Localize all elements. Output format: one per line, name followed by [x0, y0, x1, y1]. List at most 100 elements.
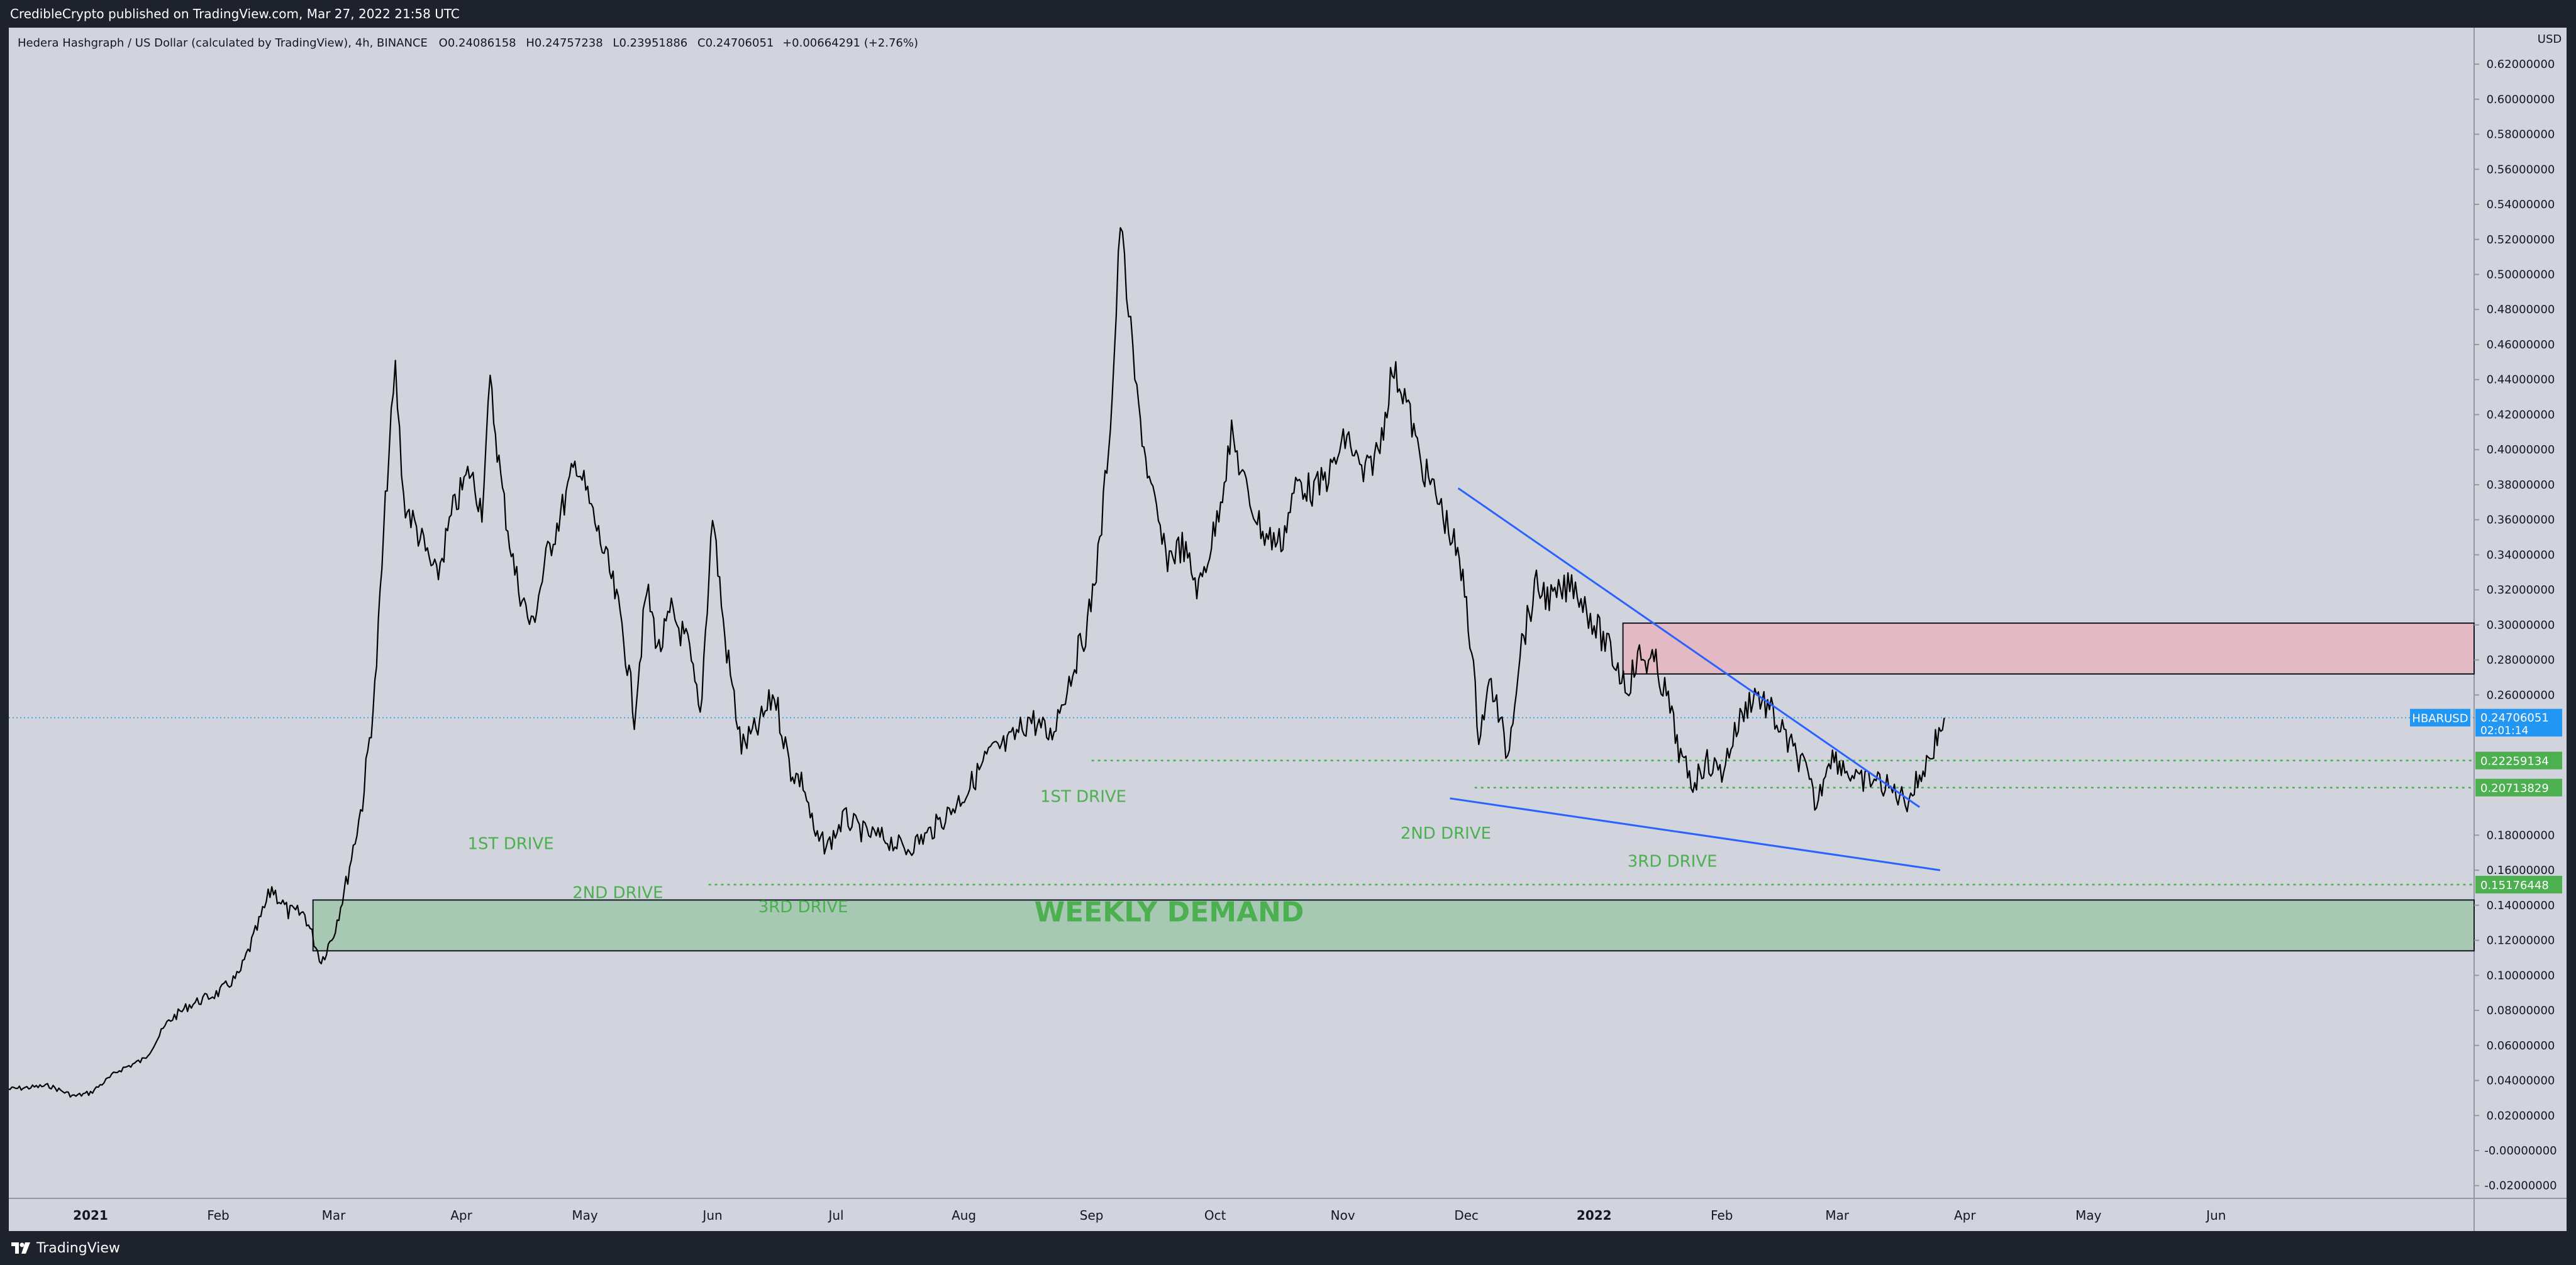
price-tick-label: 0.44000000	[2487, 373, 2555, 387]
level-price-value: 0.15176448	[2480, 879, 2549, 892]
price-tick-label: 0.26000000	[2487, 688, 2555, 702]
drive-label: 1ST DRIVE	[468, 835, 554, 854]
level-price-value: 0.22259134	[2480, 755, 2549, 768]
chart-legend: Hedera Hashgraph / US Dollar (calculated…	[18, 36, 918, 50]
price-tick-label: 0.16000000	[2487, 864, 2555, 877]
time-tick-label: Apr	[1954, 1208, 1976, 1223]
level-price-value: 0.20713829	[2480, 782, 2549, 795]
price-axis-background	[2474, 28, 2567, 1231]
time-tick-label: 2021	[73, 1208, 108, 1223]
publisher-bar: CredibleCrypto published on TradingView.…	[0, 0, 2576, 28]
time-tick-label: Dec	[1454, 1208, 1479, 1223]
price-tick-label: 0.50000000	[2487, 268, 2555, 282]
price-tick-label: 0.12000000	[2487, 934, 2555, 947]
drive-label: 2ND DRIVE	[572, 884, 663, 903]
price-tick-label: 0.42000000	[2487, 408, 2555, 421]
symbol-tag-badge	[2410, 709, 2470, 727]
drive-label: 2ND DRIVE	[1401, 824, 1491, 843]
time-tick-label: Jun	[2205, 1208, 2226, 1223]
weekly-demand-zone	[312, 899, 2475, 952]
drive-label: 1ST DRIVE	[1040, 787, 1126, 806]
price-tick-label: 0.52000000	[2487, 233, 2555, 246]
price-tick-label: -0.00000000	[2484, 1144, 2557, 1157]
time-tick-label: Feb	[1711, 1208, 1733, 1223]
legend-high-label: H	[526, 36, 535, 50]
legend-close-label: C	[697, 36, 706, 50]
legend-high-value: 0.24757238	[535, 36, 603, 50]
price-tick-label: 0.30000000	[2487, 619, 2555, 632]
price-tick-label: -0.02000000	[2484, 1179, 2557, 1193]
upper-trendline	[1457, 487, 1921, 808]
price-tick-label: 0.04000000	[2487, 1074, 2555, 1088]
published-line: CredibleCrypto published on TradingView.…	[10, 6, 460, 21]
time-tick-label: May	[2075, 1208, 2102, 1223]
price-tick-label: 0.18000000	[2487, 829, 2555, 842]
time-tick-label: Jul	[827, 1208, 843, 1223]
plot-background	[9, 28, 2474, 1198]
price-axis[interactable]: 0.62000000 0.60000000 0.58000000 0.56000000…	[2474, 58, 2557, 1193]
level-price-badge	[2475, 751, 2562, 770]
time-tick-label: Feb	[207, 1208, 229, 1223]
time-tick-label: Nov	[1331, 1208, 1355, 1223]
supply-zone	[1622, 622, 2475, 675]
price-tick-label: 0.58000000	[2487, 128, 2555, 141]
tradingview-logo-icon	[11, 1242, 30, 1254]
price-tick-label: 0.32000000	[2487, 583, 2555, 597]
level-price-badge	[2475, 778, 2562, 797]
price-tick-label: 0.06000000	[2487, 1039, 2555, 1052]
time-tick-label: May	[572, 1208, 598, 1223]
drive-label: 3RD DRIVE	[758, 898, 848, 917]
zones-layer: WEEKLY DEMAND	[312, 622, 2475, 952]
price-tick-label: 0.10000000	[2487, 969, 2555, 982]
legend-open-label: O	[439, 36, 448, 50]
symbol-tag: HBARUSD	[2412, 712, 2468, 725]
time-tick-label: Apr	[450, 1208, 472, 1223]
price-series	[9, 227, 1945, 1098]
time-tick-label: Mar	[1825, 1208, 1850, 1223]
drive-label: 3RD DRIVE	[1628, 853, 1718, 871]
price-tick-label: 0.02000000	[2487, 1109, 2555, 1122]
time-tick-label: Aug	[952, 1208, 976, 1223]
footer-bar: TradingView	[0, 1231, 2576, 1265]
price-tick-label: 0.08000000	[2487, 1004, 2555, 1017]
tradingview-brand[interactable]: TradingView	[10, 1239, 120, 1257]
level-price-badge	[2475, 876, 2562, 894]
price-tick-label: 0.60000000	[2487, 93, 2555, 106]
price-chart[interactable]: WEEKLY DEMAND 1ST DRIVE 2ND DRIVE 3RD DRIV…	[9, 28, 2567, 1231]
time-axis-background	[9, 1198, 2474, 1231]
weekly-demand-label: WEEKLY DEMAND	[1035, 896, 1304, 928]
price-tick-label: 0.48000000	[2487, 303, 2555, 316]
time-tick-label: Sep	[1080, 1208, 1104, 1223]
price-axis-unit: USD	[2538, 33, 2562, 46]
price-tick-label: 0.38000000	[2487, 478, 2555, 492]
price-tick-label: 0.56000000	[2487, 163, 2555, 176]
price-tick-label: 0.14000000	[2487, 899, 2555, 912]
time-tick-label: Jun	[701, 1208, 722, 1223]
time-tick-label: Mar	[322, 1208, 347, 1223]
price-candles	[9, 227, 1945, 1098]
annotations-layer: 1ST DRIVE 2ND DRIVE 3RD DRIVE 1ST DRIVE 2ND …	[468, 787, 1718, 917]
price-tick-label: 0.54000000	[2487, 198, 2555, 211]
price-tick-label: 0.36000000	[2487, 514, 2555, 527]
time-tick-label: 2022	[1577, 1208, 1612, 1223]
current-price-value: 0.24706051	[2480, 711, 2549, 724]
legend-symbol-name: Hedera Hashgraph / US Dollar (calculated…	[18, 36, 428, 50]
candle-countdown: 02:01:14	[2480, 724, 2528, 737]
price-tick-label: 0.28000000	[2487, 654, 2555, 667]
price-tick-label: 0.40000000	[2487, 443, 2555, 456]
price-tick-label: 0.62000000	[2487, 58, 2555, 71]
trendlines-layer	[1450, 487, 1941, 871]
legend-close-value: 0.24706051	[706, 36, 774, 50]
price-tick-label: 0.46000000	[2487, 338, 2555, 351]
current-price-badge	[2475, 709, 2562, 737]
legend-low-label: L	[613, 36, 619, 50]
legend-change: +0.00664291 (+2.76%)	[782, 36, 918, 50]
time-axis[interactable]: 2021 Feb Mar Apr May Jun Jul Aug Sep Oct Nov Dec 202…	[73, 1208, 2226, 1223]
time-tick-label: Oct	[1204, 1208, 1226, 1223]
levels-layer	[9, 717, 2474, 886]
brand-name: TradingView	[36, 1240, 120, 1256]
legend-open-value: 0.24086158	[448, 36, 516, 50]
legend-low-value: 0.23951886	[619, 36, 687, 50]
lower-trendline	[1450, 797, 1941, 871]
